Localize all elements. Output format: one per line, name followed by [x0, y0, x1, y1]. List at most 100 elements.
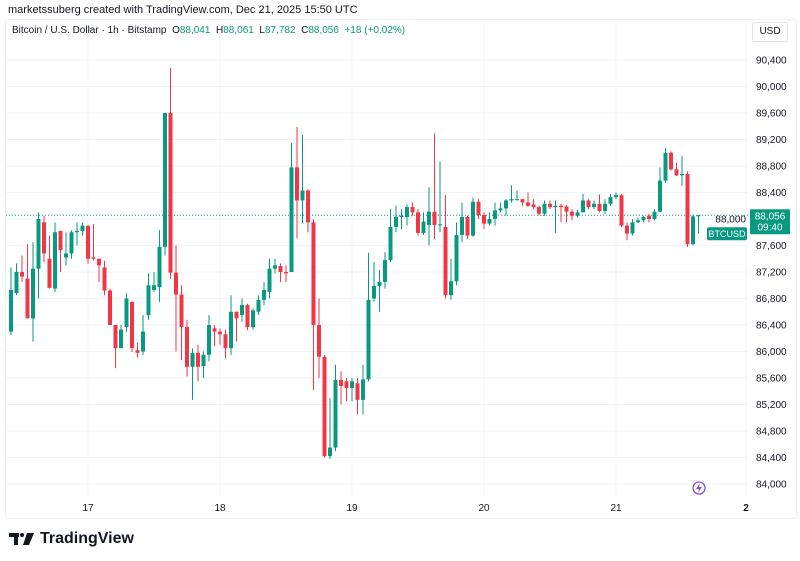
candle — [251, 308, 255, 330]
candle — [410, 202, 415, 216]
candle-body — [344, 381, 349, 388]
candle-body — [443, 226, 448, 296]
candle-body — [526, 202, 530, 206]
ticker-label: BTCUSD — [708, 229, 746, 239]
candle-body — [306, 190, 310, 223]
candle — [262, 281, 266, 306]
candle-body — [108, 290, 112, 325]
candle-body — [289, 167, 294, 272]
candle-body — [548, 203, 552, 208]
candle — [306, 189, 310, 233]
candle-body — [454, 234, 459, 282]
candle — [647, 213, 651, 223]
candle — [64, 232, 68, 266]
candle — [25, 244, 30, 319]
candle-body — [597, 203, 602, 212]
candle — [416, 209, 420, 236]
candle-body — [273, 265, 277, 269]
candle — [273, 258, 277, 274]
last-price-box — [750, 209, 790, 235]
candle-body — [630, 222, 635, 234]
candle — [482, 212, 486, 229]
candle — [394, 205, 398, 233]
candle-body — [669, 152, 673, 170]
price-tick: 90,000 — [756, 82, 787, 93]
candle-body — [647, 215, 651, 219]
low-label: L — [259, 25, 265, 36]
candle-body — [471, 201, 475, 236]
candle — [102, 260, 107, 296]
candle-body — [339, 379, 343, 386]
candle-body — [42, 222, 46, 254]
candle — [487, 212, 492, 226]
candle — [471, 197, 475, 237]
candle — [333, 364, 338, 451]
candle — [625, 222, 629, 241]
candle — [168, 67, 173, 279]
candle — [256, 295, 261, 316]
candle-body — [278, 266, 283, 272]
time-tick: 19 — [346, 503, 358, 514]
candle — [641, 215, 646, 223]
candle-body — [498, 208, 503, 211]
candle — [328, 397, 332, 459]
candle — [20, 255, 24, 282]
candle-body — [520, 199, 525, 203]
tradingview-logo[interactable]: TradingView — [9, 530, 134, 548]
candle — [399, 209, 404, 229]
candle-body — [537, 207, 541, 214]
candle-body — [575, 212, 580, 216]
candle — [289, 142, 294, 272]
candle — [47, 235, 52, 289]
candle-body — [262, 289, 266, 300]
candle — [229, 295, 233, 355]
candle-body — [383, 260, 387, 282]
candle-body — [680, 173, 684, 176]
candle — [586, 199, 591, 210]
candle — [53, 222, 57, 292]
candle-body — [102, 267, 107, 291]
candle-body — [581, 200, 585, 213]
candle — [179, 285, 184, 361]
candle — [201, 351, 206, 378]
candle-body — [619, 195, 624, 226]
candle-body — [58, 230, 63, 251]
candle-body — [130, 301, 134, 349]
candle-body — [69, 232, 74, 254]
candle — [240, 298, 244, 322]
candle-body — [141, 331, 145, 352]
candle-body — [20, 272, 24, 277]
candle — [119, 325, 123, 349]
candle-body — [608, 197, 613, 204]
candle-body — [163, 113, 167, 247]
candle — [278, 263, 283, 282]
candle — [405, 204, 409, 226]
open-value: 88,041 — [179, 25, 211, 36]
candle-body — [405, 207, 409, 218]
candle-body — [394, 217, 398, 227]
candle-body — [284, 272, 288, 274]
candle — [465, 215, 470, 239]
lightning-icon[interactable] — [692, 481, 706, 495]
low-value: 87,782 — [264, 25, 296, 36]
candle — [317, 298, 321, 378]
candle — [564, 205, 569, 223]
close-label: C — [301, 25, 309, 36]
candle — [421, 212, 426, 235]
candle — [636, 217, 640, 223]
candle-body — [658, 180, 662, 212]
candle — [344, 378, 349, 402]
grid — [6, 20, 748, 497]
candle-body — [234, 311, 239, 319]
candle-body — [592, 203, 596, 208]
currency-button[interactable]: USD — [752, 22, 788, 42]
candle-body — [691, 216, 695, 245]
candle — [163, 113, 167, 256]
candle-body — [328, 447, 332, 457]
candle-body — [91, 257, 96, 259]
candle — [97, 258, 101, 282]
time-tick: 20 — [478, 503, 490, 514]
candle — [498, 202, 503, 213]
candle — [515, 190, 519, 201]
